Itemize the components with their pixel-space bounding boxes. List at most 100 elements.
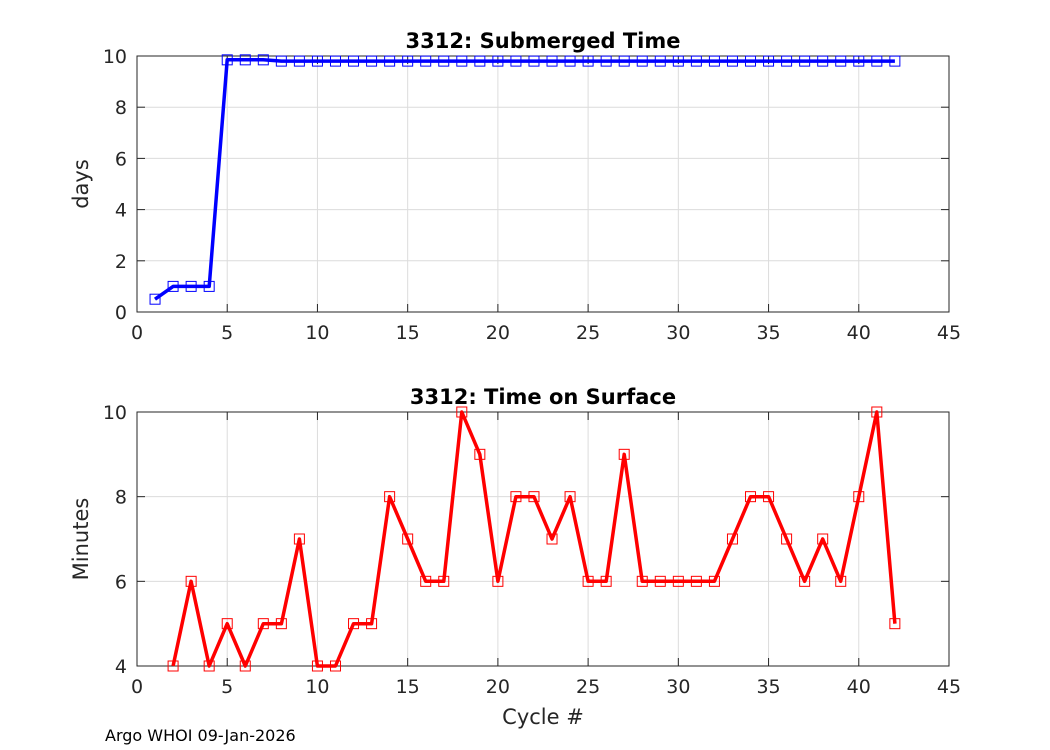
data-point [817, 55, 829, 67]
data-point [438, 55, 450, 67]
x-tick-label: 30 [666, 676, 690, 698]
x-tick-label: 5 [221, 322, 233, 344]
data-point [600, 575, 612, 587]
x-tick-label: 10 [305, 676, 329, 698]
x-tick-label: 15 [396, 322, 420, 344]
y-tick-label: 10 [103, 402, 127, 424]
y-tick-label: 2 [115, 251, 127, 273]
x-tick-label: 45 [937, 322, 961, 344]
data-point [293, 55, 305, 67]
x-tick-label: 5 [221, 676, 233, 698]
x-tick-label: 40 [847, 322, 871, 344]
data-point [510, 491, 522, 503]
data-point [618, 55, 630, 67]
data-point [690, 55, 702, 67]
data-point [799, 575, 811, 587]
y-tick-label: 6 [115, 148, 127, 170]
data-point [257, 618, 269, 630]
data-point [221, 618, 233, 630]
data-point [239, 660, 251, 672]
data-point [456, 406, 468, 418]
data-point [871, 55, 883, 67]
data-point [564, 55, 576, 67]
data-point [221, 54, 233, 66]
data-point [492, 575, 504, 587]
data-point [618, 448, 630, 460]
data-point [582, 575, 594, 587]
data-point [889, 618, 901, 630]
data-point [420, 55, 432, 67]
data-point [510, 55, 522, 67]
x-tick-label: 25 [576, 322, 600, 344]
y-axis-label: Minutes [69, 498, 93, 581]
y-tick-label: 6 [115, 571, 127, 593]
plot-submerged-time: 0 5 10 15 20 25 30 35 40 45 0 2 4 6 8 10 3312: Submerged… [69, 29, 961, 344]
data-point [329, 660, 341, 672]
data-point [781, 533, 793, 545]
x-tick-label: 15 [396, 676, 420, 698]
x-tick-label: 40 [847, 676, 871, 698]
data-point [672, 575, 684, 587]
x-tick-label: 20 [486, 676, 510, 698]
data-point [185, 280, 197, 292]
data-point [871, 406, 883, 418]
data-point [257, 54, 269, 66]
data-point [185, 575, 197, 587]
data-point [348, 618, 360, 630]
data-point [329, 55, 341, 67]
y-tick-label: 0 [115, 302, 127, 324]
data-point [763, 55, 775, 67]
data-point [203, 660, 215, 672]
data-point [384, 491, 396, 503]
data-point [366, 618, 378, 630]
data-point [546, 533, 558, 545]
data-point [492, 55, 504, 67]
y-tick-label: 8 [115, 97, 127, 119]
data-point [582, 55, 594, 67]
data-point [690, 575, 702, 587]
axes-frame [136, 411, 950, 667]
data-point [366, 55, 378, 67]
data-point [726, 533, 738, 545]
data-point [636, 575, 648, 587]
data-point [889, 55, 901, 67]
data-point [203, 280, 215, 292]
data-point [402, 533, 414, 545]
x-tick-label: 45 [937, 676, 961, 698]
data-point [745, 491, 757, 503]
data-point [149, 293, 161, 305]
data-point [654, 575, 666, 587]
chart-title: 3312: Submerged Time [405, 29, 680, 53]
data-point [420, 575, 432, 587]
y-tick-label: 4 [115, 656, 127, 678]
series-line [171, 410, 897, 668]
data-point [654, 55, 666, 67]
data-point [600, 55, 612, 67]
data-point [781, 55, 793, 67]
data-point [384, 55, 396, 67]
data-point [708, 55, 720, 67]
data-point [546, 55, 558, 67]
x-tick-label: 35 [756, 676, 780, 698]
x-axis-label: Cycle # [502, 705, 584, 729]
axes-frame [136, 55, 950, 313]
footer-label: Argo WHOI 09-Jan-2026 [105, 726, 296, 745]
data-point [528, 491, 540, 503]
data-point [763, 491, 775, 503]
x-tick-label: 30 [666, 322, 690, 344]
data-point [456, 55, 468, 67]
x-tick-label: 10 [305, 322, 329, 344]
data-point [167, 660, 179, 672]
x-tick-label: 0 [131, 322, 143, 344]
data-point [835, 55, 847, 67]
data-point [167, 280, 179, 292]
data-point [672, 55, 684, 67]
y-tick-label: 4 [115, 200, 127, 222]
y-tick-label: 10 [103, 46, 127, 68]
data-point [636, 55, 648, 67]
data-point [853, 491, 865, 503]
plot-time-on-surface: 0 5 10 15 20 25 30 35 40 45 4 6 8 10 3312: Time on Sur… [69, 385, 961, 729]
data-point [817, 533, 829, 545]
y-axis-label: days [69, 159, 93, 209]
